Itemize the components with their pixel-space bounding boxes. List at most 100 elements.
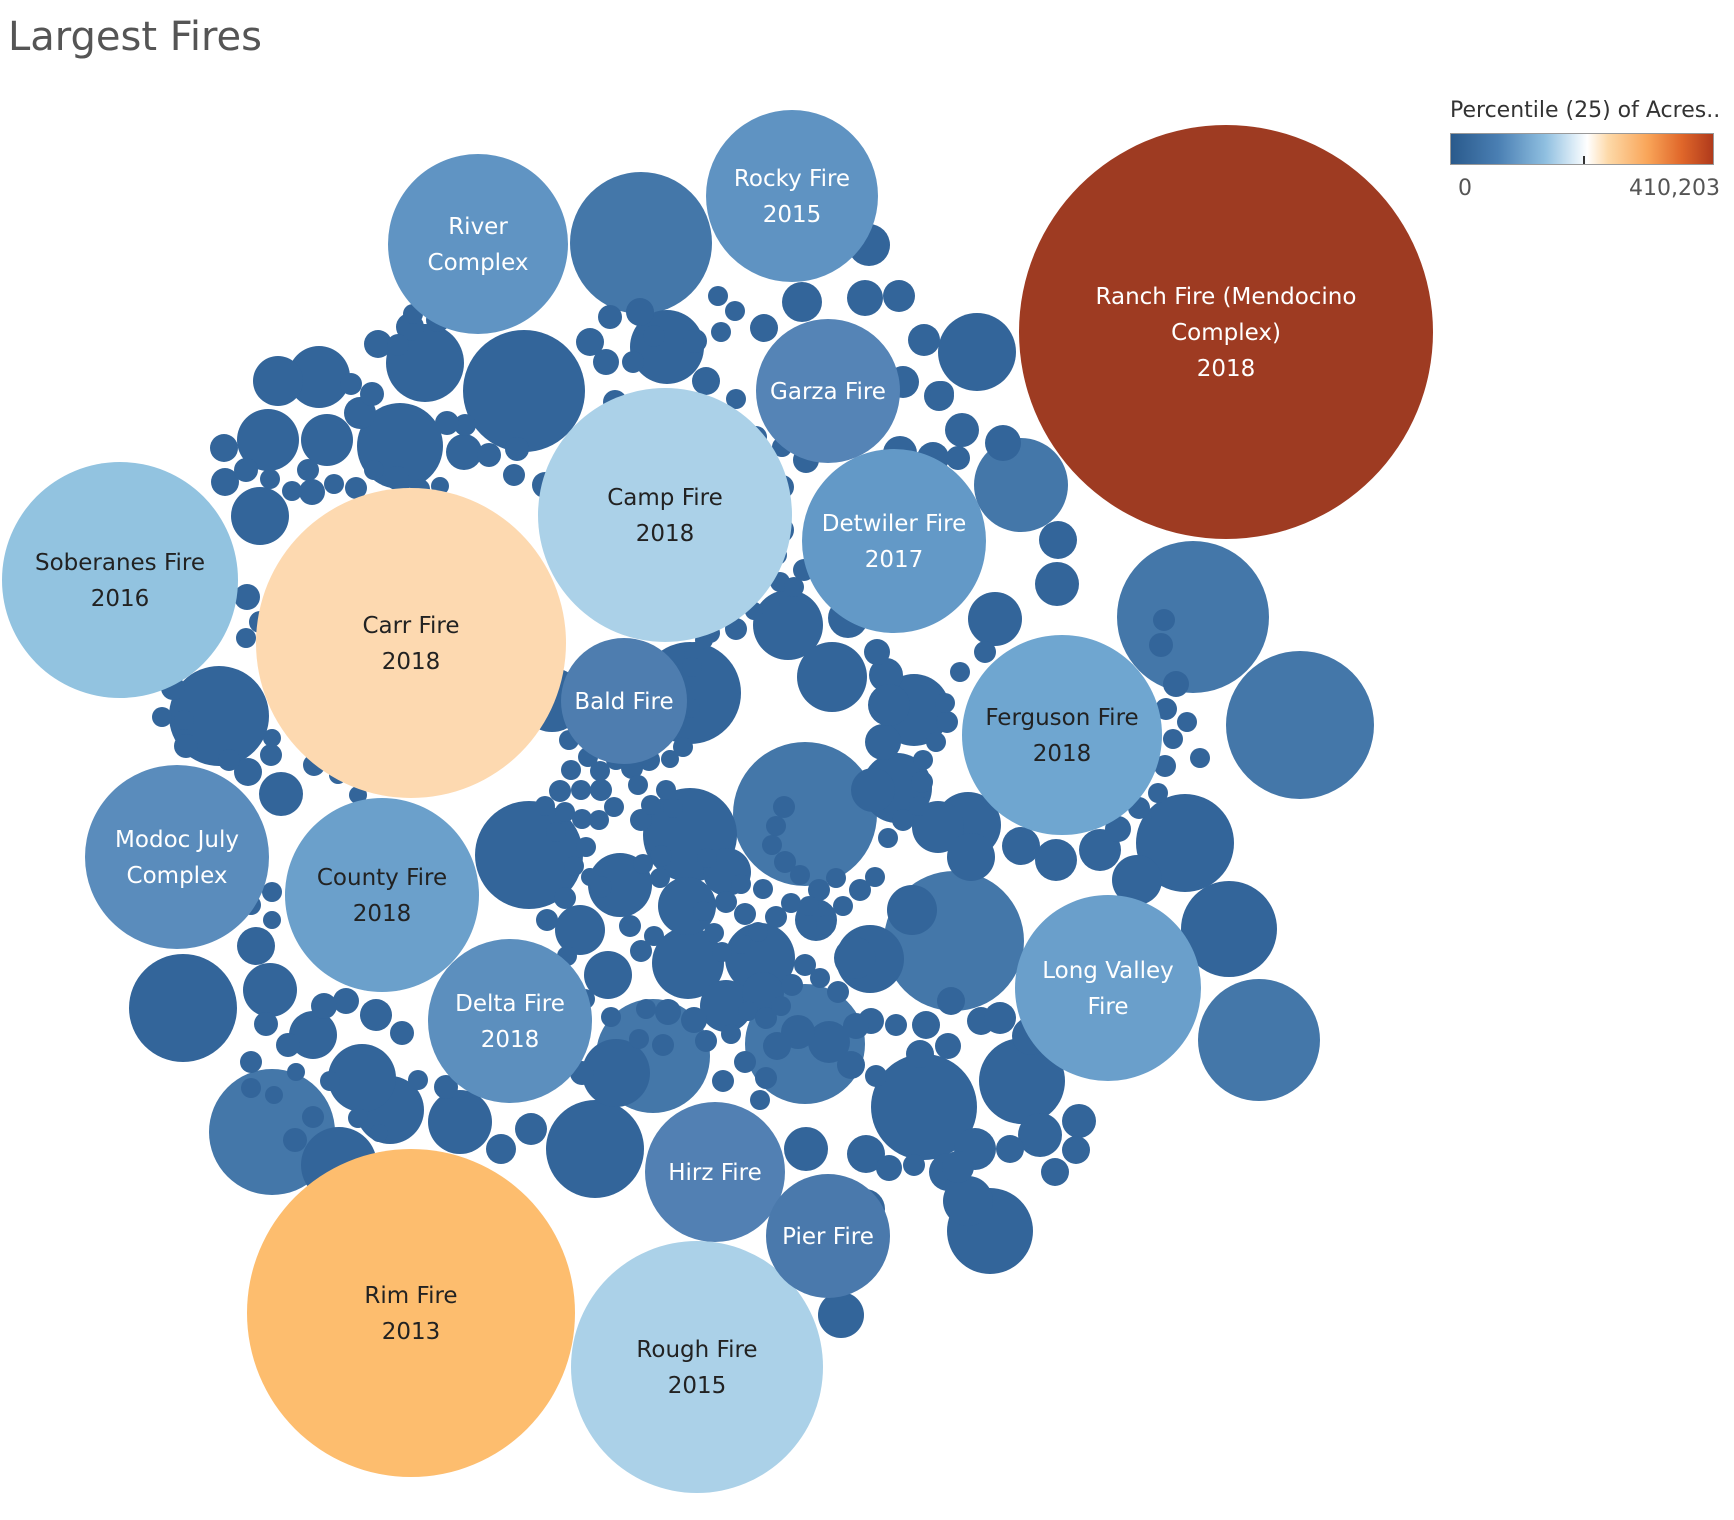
bubble-unlabeled[interactable]	[935, 693, 955, 713]
bubble-unlabeled[interactable]	[693, 901, 713, 921]
bubble-unlabeled[interactable]	[682, 657, 702, 677]
bubble-unlabeled[interactable]	[408, 1070, 428, 1090]
bubble-unlabeled[interactable]	[589, 810, 609, 830]
bubble-unlabeled[interactable]	[633, 854, 653, 874]
bubble-unlabeled[interactable]	[260, 469, 280, 489]
bubble-unlabeled[interactable]	[847, 280, 883, 316]
bubble-unlabeled[interactable]	[938, 313, 1016, 391]
bubble-unlabeled[interactable]	[572, 809, 592, 829]
bubble-circle[interactable]	[1015, 895, 1201, 1081]
bubble-circle[interactable]	[561, 638, 687, 764]
bubble-unlabeled[interactable]	[546, 1100, 644, 1198]
bubble-pier-fire[interactable]: Pier Fire	[766, 1174, 890, 1298]
bubble-unlabeled[interactable]	[1062, 1104, 1096, 1138]
bubble-unlabeled[interactable]	[1154, 755, 1176, 777]
bubble-unlabeled[interactable]	[794, 954, 816, 976]
bubble-unlabeled[interactable]	[324, 474, 344, 494]
bubble-unlabeled[interactable]	[626, 298, 654, 326]
bubble-unlabeled[interactable]	[912, 1011, 940, 1039]
bubble-unlabeled[interactable]	[947, 833, 995, 881]
bubble-unlabeled[interactable]	[360, 382, 384, 406]
bubble-unlabeled[interactable]	[287, 1063, 305, 1081]
bubble-unlabeled[interactable]	[864, 639, 890, 665]
bubble-unlabeled[interactable]	[152, 707, 172, 727]
bubble-unlabeled[interactable]	[349, 786, 367, 804]
bubble-unlabeled[interactable]	[681, 1007, 707, 1033]
bubble-unlabeled[interactable]	[686, 642, 704, 660]
bubble-unlabeled[interactable]	[869, 658, 903, 692]
bubble-unlabeled[interactable]	[630, 809, 652, 831]
bubble-unlabeled[interactable]	[581, 868, 599, 886]
bubble-unlabeled[interactable]	[843, 1013, 869, 1039]
bubble-unlabeled[interactable]	[731, 934, 751, 954]
bubble-unlabeled[interactable]	[210, 434, 238, 462]
bubble-unlabeled[interactable]	[784, 577, 804, 597]
bubble-unlabeled[interactable]	[985, 425, 1021, 461]
bubble-unlabeled[interactable]	[174, 734, 198, 758]
bubble-unlabeled[interactable]	[283, 1128, 307, 1152]
bubble-unlabeled[interactable]	[731, 874, 751, 894]
bubble-unlabeled[interactable]	[762, 835, 782, 855]
bubble-unlabeled[interactable]	[1018, 1113, 1062, 1157]
bubble-unlabeled[interactable]	[584, 951, 632, 999]
bubble-detwiler-fire[interactable]: Detwiler Fire 2017	[802, 449, 986, 633]
bubble-unlabeled[interactable]	[781, 974, 803, 996]
bubble-unlabeled[interactable]	[263, 911, 281, 929]
bubble-unlabeled[interactable]	[697, 848, 717, 868]
bubble-circle[interactable]	[706, 110, 878, 282]
bubble-unlabeled[interactable]	[282, 481, 302, 501]
bubble-unlabeled[interactable]	[784, 1127, 828, 1171]
bubble-unlabeled[interactable]	[231, 487, 289, 545]
bubble-unlabeled[interactable]	[849, 879, 871, 901]
bubble-unlabeled[interactable]	[237, 409, 299, 471]
bubble-hirz-fire[interactable]: Hirz Fire	[645, 1102, 785, 1242]
bubble-unlabeled[interactable]	[288, 346, 350, 408]
bubble-unlabeled[interactable]	[892, 809, 914, 831]
bubble-unlabeled[interactable]	[827, 981, 849, 1003]
bubble-ferguson-fire[interactable]: Ferguson Fire 2018	[962, 635, 1162, 835]
bubble-unlabeled[interactable]	[1163, 671, 1189, 697]
bubble-unlabeled[interactable]	[913, 750, 933, 770]
bubble-unlabeled[interactable]	[753, 590, 823, 660]
bubble-unlabeled[interactable]	[629, 1029, 649, 1049]
bubble-unlabeled[interactable]	[241, 1078, 261, 1098]
bubble-unlabeled[interactable]	[833, 896, 853, 916]
bubble-unlabeled[interactable]	[390, 1021, 414, 1045]
bubble-unlabeled[interactable]	[712, 1070, 734, 1092]
bubble-unlabeled[interactable]	[673, 737, 693, 757]
bubble-unlabeled[interactable]	[1117, 541, 1269, 693]
bubble-unlabeled[interactable]	[652, 927, 724, 999]
bubble-unlabeled[interactable]	[1149, 633, 1173, 657]
bubble-unlabeled[interactable]	[865, 867, 885, 887]
bubble-unlabeled[interactable]	[1105, 816, 1131, 842]
bubble-unlabeled[interactable]	[1035, 839, 1077, 881]
bubble-unlabeled[interactable]	[604, 797, 624, 817]
bubble-garza-fire[interactable]: Garza Fire	[756, 319, 900, 463]
bubble-unlabeled[interactable]	[555, 802, 575, 822]
bubble-camp-fire[interactable]: Camp Fire 2018	[538, 388, 792, 642]
bubble-unlabeled[interactable]	[234, 584, 260, 610]
bubble-unlabeled[interactable]	[909, 796, 929, 816]
bubble-unlabeled[interactable]	[837, 1051, 865, 1079]
bubble-unlabeled[interactable]	[644, 926, 664, 946]
bubble-unlabeled[interactable]	[661, 750, 679, 768]
bubble-unlabeled[interactable]	[590, 761, 610, 781]
bubble-circle[interactable]	[2, 462, 238, 698]
bubble-unlabeled[interactable]	[348, 1108, 368, 1128]
bubble-unlabeled[interactable]	[704, 923, 724, 943]
bubble-unlabeled[interactable]	[692, 367, 720, 395]
bubble-circle[interactable]	[256, 488, 566, 798]
bubble-unlabeled[interactable]	[906, 1040, 934, 1068]
bubble-unlabeled[interactable]	[477, 443, 501, 467]
bubble-unlabeled[interactable]	[505, 437, 529, 461]
bubble-unlabeled[interactable]	[243, 963, 297, 1017]
bubble-unlabeled[interactable]	[695, 1030, 717, 1052]
bubble-unlabeled[interactable]	[434, 1075, 458, 1099]
bubble-unlabeled[interactable]	[259, 772, 303, 816]
bubble-unlabeled[interactable]	[750, 1090, 770, 1110]
bubble-circle[interactable]	[645, 1102, 785, 1242]
bubble-unlabeled[interactable]	[276, 1033, 300, 1057]
bubble-unlabeled[interactable]	[945, 413, 979, 447]
bubble-unlabeled[interactable]	[1002, 827, 1040, 865]
